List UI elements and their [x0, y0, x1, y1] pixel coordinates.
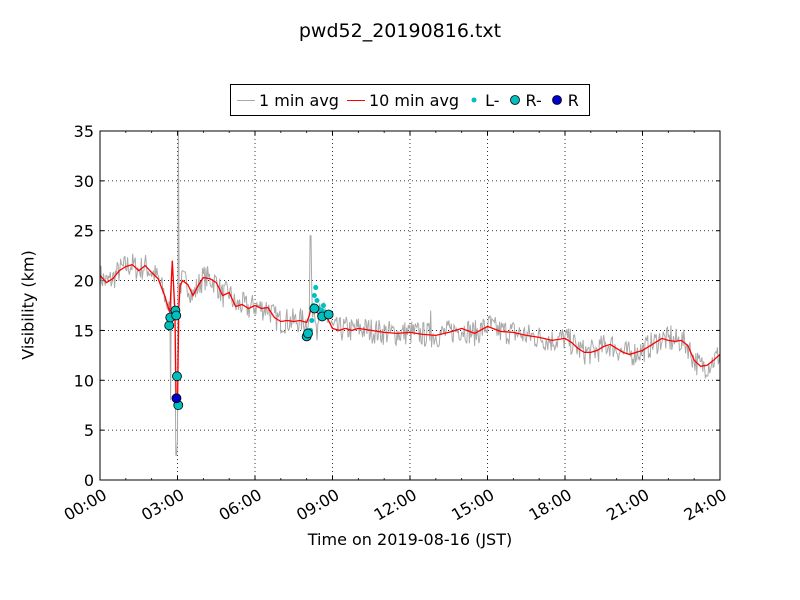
y-tick-label: 25: [74, 222, 94, 241]
y-tick-label: 30: [74, 172, 94, 191]
y-tick-label: 15: [74, 321, 94, 340]
point-l-minus: [320, 303, 326, 308]
x-tick-label: 21:00: [603, 485, 652, 525]
legend-label-10min: 10 min avg: [368, 90, 460, 110]
x-tick-label: 15:00: [448, 485, 497, 525]
legend-label-l-minus: L-: [485, 90, 500, 110]
legend-item-r: R: [550, 91, 579, 110]
point-r-minus: [309, 303, 320, 314]
point-r-minus: [323, 309, 334, 320]
x-tick-label: 12:00: [371, 485, 420, 525]
point-r-minus: [164, 320, 175, 331]
x-axis-label: Time on 2019-08-16 (JST): [307, 530, 513, 549]
legend-item-l-minus: L-: [467, 90, 500, 110]
point-l-minus: [314, 298, 320, 304]
legend-item-1min: 1 min avg: [237, 91, 339, 110]
legend-label-r: R: [567, 90, 579, 110]
x-tick-label: 09:00: [293, 485, 342, 525]
y-tick-label: 5: [84, 421, 94, 440]
point-l-minus: [313, 285, 319, 291]
legend-item-r-minus: R-: [508, 91, 542, 110]
legend-line-gray: [237, 99, 255, 101]
chart-legend: 1 min avg 10 min avg L- R- R: [230, 84, 590, 116]
plot-frame: [99, 130, 721, 481]
x-tick-label: 03:00: [138, 485, 187, 525]
x-tick-label: 18:00: [526, 485, 575, 525]
legend-marker-cyan: [509, 95, 520, 105]
y-axis-label: Visibility (km): [18, 250, 38, 360]
y-tick-label: 35: [74, 122, 94, 141]
series-1min-avg-line: [99, 130, 721, 456]
legend-item-10min: 10 min avg: [346, 90, 460, 110]
legend-marker-small-cyan: [471, 97, 477, 103]
point-r-minus: [303, 328, 313, 339]
point-l-minus: [309, 317, 315, 323]
point-l-minus: [311, 293, 317, 299]
point-r-minus: [171, 310, 182, 321]
x-tick-label: 00:00: [61, 485, 110, 525]
y-tick-label: 10: [74, 371, 94, 390]
point-r: [171, 393, 182, 404]
chart-title: pwd52_20190816.txt: [298, 20, 502, 42]
y-tick-label: 0: [84, 471, 94, 490]
point-r-minus: [172, 371, 182, 382]
x-tick-label: 06:00: [216, 485, 265, 525]
legend-line-red: [346, 99, 365, 101]
legend-marker-blue: [551, 95, 562, 105]
y-tick-label: 20: [74, 272, 94, 291]
x-tick-label: 24:00: [681, 485, 730, 525]
legend-label-r-minus: R-: [525, 90, 542, 110]
legend-label-1min: 1 min avg: [259, 90, 339, 110]
